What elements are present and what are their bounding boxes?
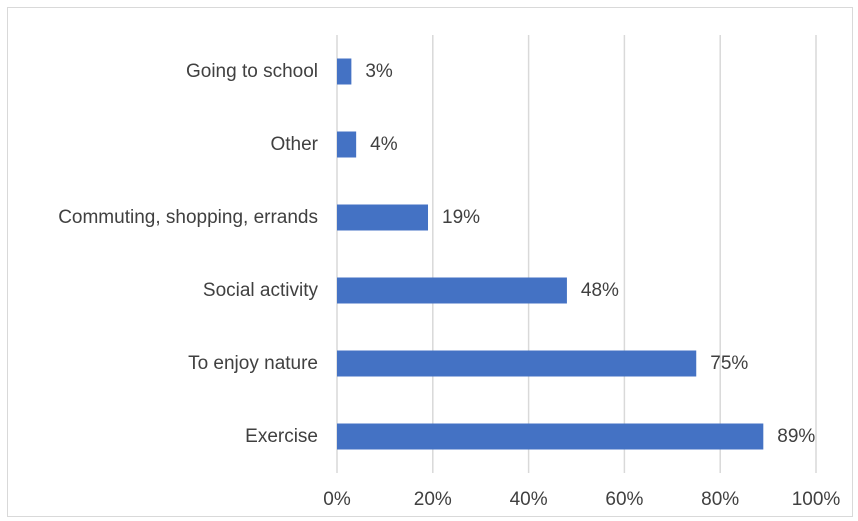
category-label: Commuting, shopping, errands <box>58 207 318 228</box>
chart-frame: Going to school Other Commuting, shopping,… <box>7 7 853 517</box>
x-tick-label: 40% <box>510 489 548 510</box>
x-tick-label: 100% <box>792 489 841 510</box>
category-labels: Going to school Other Commuting, shopping,… <box>58 61 318 447</box>
bar-chart: Going to school Other Commuting, shopping,… <box>58 35 840 510</box>
bar-1 <box>337 131 357 158</box>
data-label: 89% <box>777 426 815 447</box>
x-tick-label: 80% <box>701 489 739 510</box>
category-label: To enjoy nature <box>188 353 318 374</box>
bar-5 <box>337 423 764 450</box>
category-label: Other <box>270 134 318 155</box>
category-label: Exercise <box>245 426 318 447</box>
data-label: 3% <box>365 61 393 82</box>
data-label: 4% <box>370 134 398 155</box>
bar-3 <box>337 277 567 304</box>
category-label: Going to school <box>186 61 318 82</box>
gridlines <box>336 35 817 473</box>
bars <box>337 58 764 450</box>
x-axis-tick-labels: 0% 20% 40% 60% 80% 100% <box>323 489 840 510</box>
bar-4 <box>337 350 697 377</box>
value-labels: 3% 4% 19% 48% 75% 89% <box>365 61 815 447</box>
data-label: 48% <box>581 280 619 301</box>
category-label: Social activity <box>203 280 319 301</box>
bar-0 <box>337 58 352 85</box>
x-tick-label: 0% <box>323 489 351 510</box>
x-tick-label: 60% <box>605 489 643 510</box>
data-label: 75% <box>710 353 748 374</box>
x-tick-label: 20% <box>414 489 452 510</box>
data-label: 19% <box>442 207 480 228</box>
bar-2 <box>337 204 429 231</box>
